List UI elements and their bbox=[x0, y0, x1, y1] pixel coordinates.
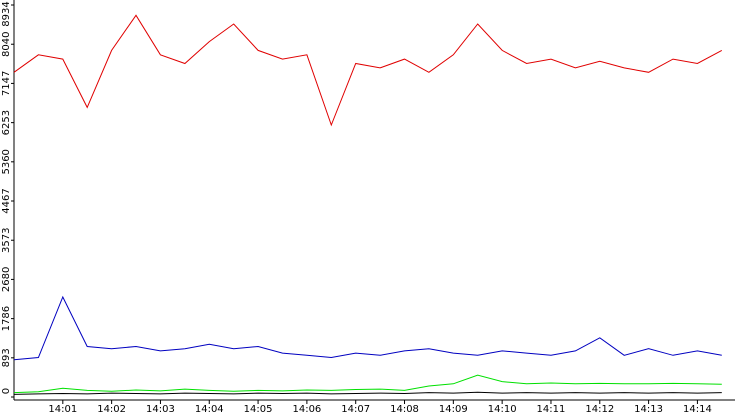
series-line bbox=[13, 391, 722, 395]
y-tick-label: 1786 bbox=[1, 306, 12, 331]
x-tick-label: 14:11 bbox=[537, 404, 566, 415]
x-tick-label: 14:03 bbox=[146, 404, 175, 415]
y-tick-label: 5360 bbox=[1, 149, 12, 174]
x-tick-label: 14:05 bbox=[244, 404, 273, 415]
x-tick-label: 14:14 bbox=[683, 404, 712, 415]
x-tick-label: 14:12 bbox=[585, 404, 614, 415]
y-tick-label: 6253 bbox=[1, 110, 12, 135]
y-tick-label: 3573 bbox=[1, 227, 12, 252]
x-tick-label: 14:08 bbox=[390, 404, 419, 415]
y-tick-label: 0 bbox=[1, 388, 12, 394]
x-tick-label: 14:06 bbox=[292, 404, 321, 415]
y-tick-label: 7147 bbox=[1, 71, 12, 96]
x-tick-label: 14:09 bbox=[439, 404, 468, 415]
y-tick-label: 8040 bbox=[1, 31, 12, 56]
series-line bbox=[13, 14, 723, 127]
x-tick-label: 14:04 bbox=[195, 404, 224, 415]
y-tick-label: 2680 bbox=[1, 267, 12, 292]
x-tick-label: 14:02 bbox=[97, 404, 126, 415]
series-line bbox=[13, 374, 722, 394]
y-tick-label: 4467 bbox=[1, 188, 12, 213]
x-tick-label: 14:10 bbox=[488, 404, 517, 415]
y-tick-label: 893 bbox=[1, 348, 12, 367]
x-tick-label: 14:01 bbox=[48, 404, 77, 415]
y-tick-label: 8934 bbox=[1, 1, 12, 26]
series-line bbox=[13, 295, 722, 361]
x-tick-label: 14:07 bbox=[341, 404, 370, 415]
x-tick-label: 14:13 bbox=[634, 404, 663, 415]
